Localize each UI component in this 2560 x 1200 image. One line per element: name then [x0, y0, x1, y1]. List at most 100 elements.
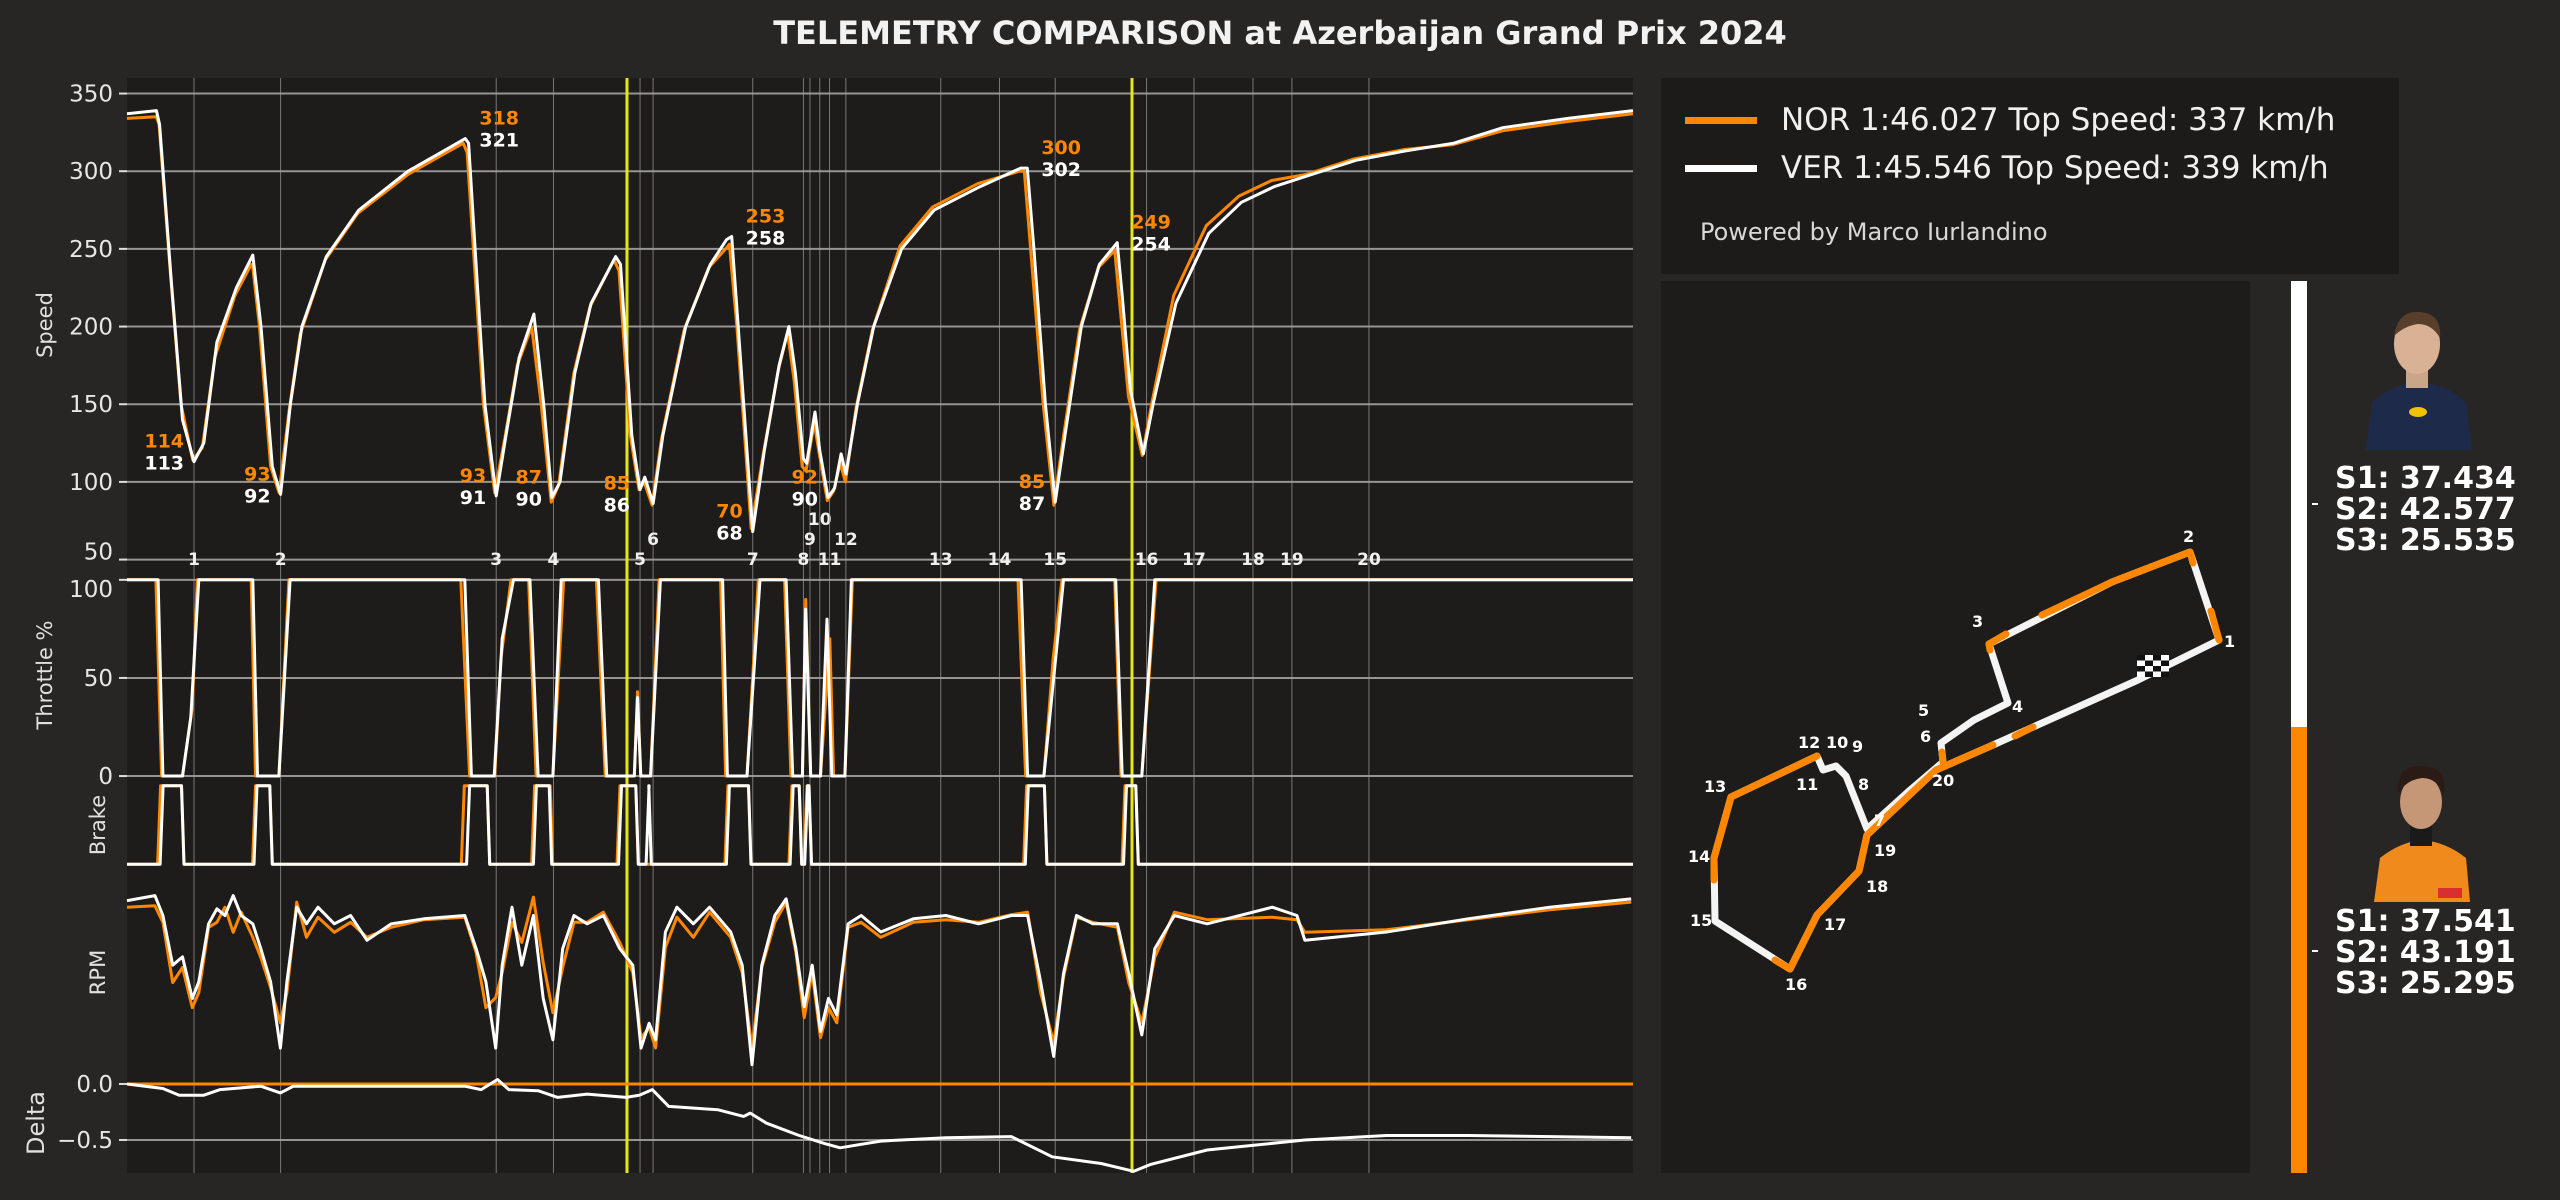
- nor-sector-times: S1: 37.541 S2: 43.191 S3: 25.295: [2335, 906, 2516, 999]
- speed-annotation-ver: 68: [716, 523, 742, 545]
- track-corner-label: 17: [1824, 915, 1846, 934]
- delta-tick-label: −0.5: [57, 1128, 113, 1154]
- rpm-line-ver: [126, 894, 1632, 1067]
- speed-annotation-ver: 321: [479, 130, 519, 152]
- rpm-plot-area: [127, 872, 1633, 1073]
- track-corner-label: 19: [1874, 841, 1896, 860]
- delta-line-ver: [126, 1078, 1632, 1173]
- track-corner-label: 18: [1866, 877, 1888, 896]
- rpm-axis-label: RPM: [86, 950, 110, 995]
- corner-label: 14: [988, 550, 1012, 570]
- speed-annotation-nor: 85: [1019, 471, 1045, 493]
- ver-color-bar: [2291, 281, 2307, 727]
- corner-label: 16: [1135, 550, 1159, 570]
- track-corner-label: 13: [1704, 777, 1726, 796]
- speed-annotation-ver: 254: [1131, 234, 1171, 256]
- brake-plot-area: [127, 778, 1633, 872]
- speed-annotation-nor: 300: [1041, 137, 1081, 159]
- corner-label: 4: [548, 550, 560, 570]
- ver-s3: S3: 25.535: [2335, 523, 2516, 558]
- legend-label-nor: NOR 1:46.027 Top Speed: 337 km/h: [1781, 102, 2336, 138]
- speed-annotation-nor: 318: [479, 108, 519, 130]
- delta-axis-label: Delta: [22, 1091, 50, 1155]
- legend-label-ver: VER 1:45.546 Top Speed: 339 km/h: [1781, 150, 2329, 186]
- ver-s1: S1: 37.434: [2335, 461, 2516, 496]
- speed-annotation-ver: 90: [792, 488, 818, 510]
- speed-annotation-nor: 249: [1131, 212, 1171, 234]
- speed-annotation-ver: 258: [746, 227, 786, 249]
- track-faster-nor-segments: [1710, 548, 2223, 973]
- corner-label: 8: [798, 550, 810, 570]
- speed-annotation-nor: 93: [244, 463, 270, 485]
- corner-label: 10: [808, 510, 832, 530]
- speed-plot-area: [127, 78, 1633, 572]
- throttle-tick-label: 0: [98, 764, 113, 790]
- speed-tick-label: 50: [84, 540, 113, 566]
- track-corner-label: 16: [1785, 975, 1807, 994]
- speed-tick-label: 100: [69, 470, 113, 496]
- corner-label: 5: [634, 550, 646, 570]
- corner-label: 13: [929, 550, 953, 570]
- speed-annotation-nor: 70: [716, 501, 742, 523]
- ver-tick: [2312, 503, 2318, 505]
- track-corner-label: 9: [1852, 737, 1863, 756]
- speed-axis-label: Speed: [33, 292, 57, 358]
- legend-swatch-nor: [1685, 116, 1757, 124]
- track-corner-label: 5: [1918, 701, 1929, 720]
- brake-axis-label: Brake: [86, 795, 110, 855]
- track-map-panel: [1661, 281, 2250, 1173]
- speed-annotation-ver: 92: [244, 485, 270, 507]
- speed-annotation-ver: 87: [1019, 493, 1045, 515]
- speed-annotation-nor: 87: [515, 466, 541, 488]
- corner-label: 11: [818, 550, 842, 570]
- throttle-axis-label: Throttle %: [33, 620, 57, 730]
- speed-annotation-nor: 85: [604, 473, 630, 495]
- nor-color-bar: [2291, 727, 2307, 1173]
- speed-tick-label: 300: [69, 159, 113, 185]
- nor-s3: S3: 25.295: [2335, 966, 2516, 1001]
- delta-plot-area: [127, 1073, 1633, 1173]
- ver-sector-times: S1: 37.434 S2: 42.577 S3: 25.535: [2335, 463, 2516, 556]
- nor-tick: [2312, 950, 2318, 952]
- legend-item-ver: VER 1:45.546 Top Speed: 339 km/h: [1685, 150, 2329, 186]
- legend: NOR 1:46.027 Top Speed: 337 km/h VER 1:4…: [1661, 78, 2399, 274]
- nor-s1: S1: 37.541: [2335, 904, 2516, 939]
- track-corner-label: 8: [1858, 775, 1869, 794]
- track-outline: [1710, 548, 2223, 973]
- nor-driver-photo: [2374, 765, 2470, 902]
- chart-title: TELEMETRY COMPARISON at Azerbaijan Grand…: [773, 14, 1787, 52]
- corner-label: 18: [1241, 550, 1265, 570]
- speed-line-ver: [126, 109, 1634, 534]
- speed-tick-label: 350: [69, 82, 113, 108]
- throttle-line-ver: [127, 578, 1633, 778]
- ver-driver-photo: [2366, 311, 2472, 450]
- speed-annotation-ver: 113: [144, 453, 184, 475]
- speed-annotation-nor: 92: [792, 466, 818, 488]
- corner-label: 17: [1182, 550, 1206, 570]
- corner-label: 3: [490, 550, 502, 570]
- corner-label: 6: [647, 530, 659, 550]
- speed-annotation-ver: 86: [604, 495, 630, 517]
- throttle-tick-label: 50: [84, 666, 113, 692]
- corner-label: 7: [747, 550, 759, 570]
- legend-swatch-ver: [1685, 164, 1757, 172]
- speed-tick-label: 250: [69, 237, 113, 263]
- speed-annotation-ver: 90: [515, 488, 541, 510]
- track-corner-label: 10: [1826, 733, 1848, 752]
- ver-s2: S2: 42.577: [2335, 492, 2516, 527]
- corner-label: 9: [804, 530, 816, 550]
- throttle-tick-label: 100: [69, 577, 113, 603]
- speed-annotation-nor: 114: [144, 431, 184, 453]
- brake-line-ver: [127, 784, 1633, 866]
- track-corner-label: 15: [1690, 911, 1712, 930]
- corner-label: 19: [1280, 550, 1304, 570]
- speed-annotation-nor: 93: [460, 465, 486, 487]
- track-corner-label: 12: [1798, 733, 1820, 752]
- corner-label: 12: [834, 530, 858, 550]
- credit-text: Powered by Marco Iurlandino: [1700, 218, 2048, 246]
- speed-tick-label: 200: [69, 315, 113, 341]
- nor-s2: S2: 43.191: [2335, 935, 2516, 970]
- track-corner-label: 1: [2224, 632, 2235, 651]
